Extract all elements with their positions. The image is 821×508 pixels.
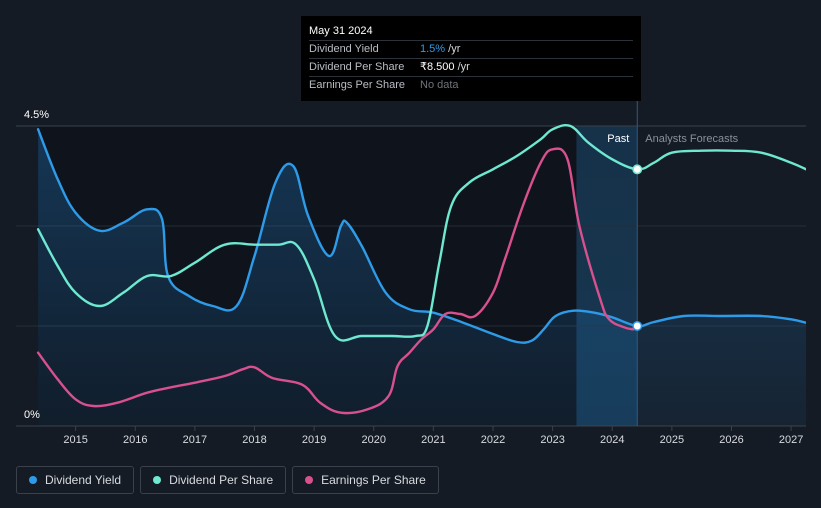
legend-dot-icon (153, 476, 162, 484)
x-tick-label: 2024 (600, 434, 624, 446)
tooltip-row-dividend-yield: Dividend Yield 1.5% /yr (309, 40, 633, 58)
tooltip-date: May 31 2024 (309, 25, 373, 37)
tooltip-label: Dividend Per Share (309, 61, 405, 73)
tooltip-row-earnings-per-share: Earnings Per Share No data (309, 76, 633, 94)
x-tick-label: 2027 (779, 434, 803, 446)
legend-label: Dividend Yield (45, 473, 122, 487)
marker-dividend-yield (632, 321, 643, 331)
x-tick-label: 2023 (540, 434, 564, 446)
tooltip-value-number: ₹8.500 (420, 61, 455, 73)
tooltip-value: 1.5% /yr (420, 41, 460, 58)
past-label: Past (607, 133, 629, 145)
forecast-label: Analysts Forecasts (645, 133, 738, 145)
x-tick-label: 2020 (361, 434, 385, 446)
x-tick-label: 2026 (719, 434, 743, 446)
tooltip-value-number: 1.5% (420, 43, 446, 55)
series-line-dividend-per-share (36, 123, 806, 342)
series-line-earnings-per-share (36, 147, 635, 415)
marker-dividend-per-share (632, 164, 643, 175)
legend-label: Dividend Per Share (169, 473, 274, 487)
x-tick-label: 2019 (302, 434, 326, 446)
y-label-bottom: 0% (24, 409, 40, 421)
legend-label: Earnings Per Share (321, 473, 426, 487)
x-tick-label: 2022 (481, 434, 505, 446)
x-tick-label: 2025 (660, 434, 684, 446)
tooltip-value-number: No data (420, 79, 459, 91)
tooltip-row-dividend-per-share: Dividend Per Share ₹8.500 /yr (309, 58, 633, 76)
tooltip-label: Dividend Yield (309, 43, 379, 55)
legend-dot-icon (305, 476, 314, 484)
series-area-dividend-yield (38, 129, 806, 426)
tooltip-label: Earnings Per Share (309, 79, 405, 91)
y-label-top: 4.5% (24, 109, 49, 121)
legend-dot-icon (29, 476, 37, 484)
legend-earnings-per-share[interactable]: Earnings Per Share (292, 466, 439, 494)
x-tick-label: 2016 (123, 434, 147, 446)
legend: Dividend Yield Dividend Per Share Earnin… (16, 466, 439, 494)
tooltip-value: No data (420, 77, 459, 94)
legend-dividend-yield[interactable]: Dividend Yield (16, 466, 135, 494)
tooltip-value-unit: /yr (454, 61, 470, 73)
x-tick-label: 2017 (183, 434, 207, 446)
tooltip: May 31 2024 Dividend Yield 1.5% /yr Divi… (301, 16, 641, 101)
x-tick-label: 2018 (242, 434, 266, 446)
tooltip-value: ₹8.500 /yr (420, 59, 470, 76)
x-tick-label: 2021 (421, 434, 445, 446)
legend-dividend-per-share[interactable]: Dividend Per Share (140, 466, 287, 494)
x-tick-label: 2015 (63, 434, 87, 446)
tooltip-value-unit: /yr (445, 43, 461, 55)
